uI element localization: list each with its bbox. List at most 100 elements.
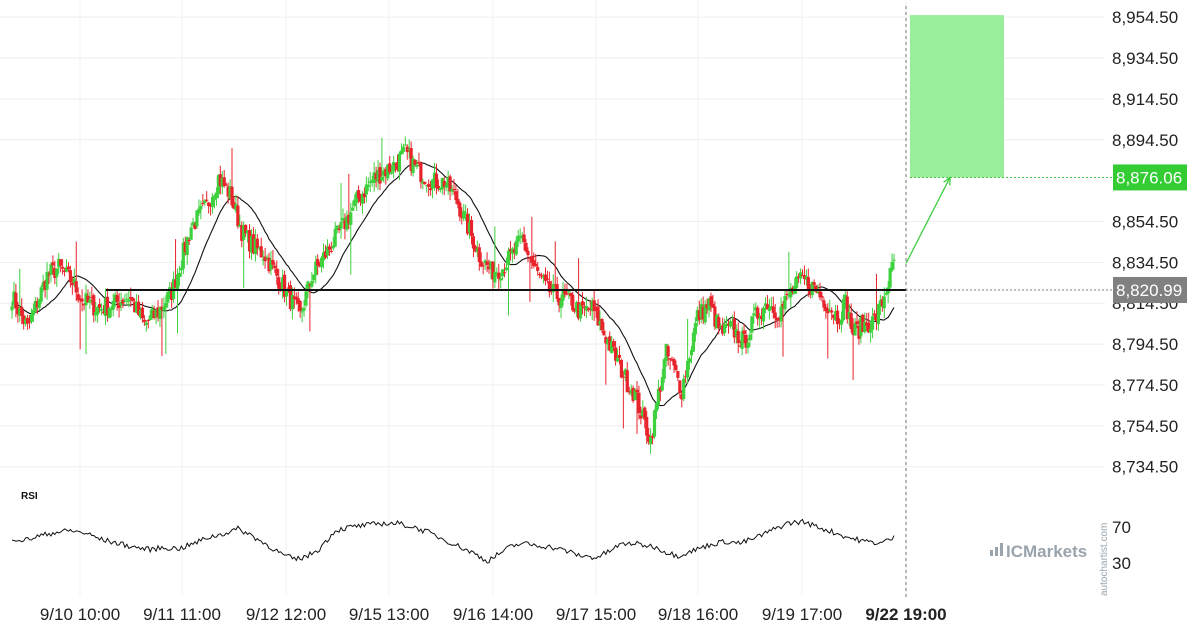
candle-body (10, 306, 14, 311)
candle-body (687, 358, 692, 363)
candle-body (767, 307, 771, 312)
candle-body (466, 213, 470, 234)
candle (224, 182, 228, 187)
logo-bar-icon (1000, 543, 1003, 556)
candle (627, 386, 631, 395)
candle-body (195, 210, 199, 227)
candle (479, 252, 483, 268)
candle (654, 401, 659, 420)
candle (491, 261, 495, 289)
candle (423, 181, 427, 185)
candle-body (238, 224, 242, 227)
candle (689, 345, 694, 364)
candle (57, 253, 61, 274)
candle-body (798, 272, 803, 279)
rsi-label: RSI (21, 491, 38, 502)
candle (207, 201, 211, 214)
candle (397, 151, 402, 181)
candle-body (483, 260, 487, 264)
candle-body (51, 262, 55, 266)
candle (837, 318, 842, 330)
candle-body (201, 203, 205, 205)
candle-body (279, 287, 283, 291)
candle (701, 296, 705, 325)
candle-body (101, 311, 106, 314)
candle-body (526, 250, 530, 256)
candle (818, 282, 822, 301)
candle-body (113, 294, 117, 303)
y-tick-label: 8,754.50 (1112, 417, 1178, 436)
candle-body (783, 295, 787, 310)
candle (617, 345, 622, 365)
candle-body (388, 163, 392, 173)
candle-body (555, 284, 559, 299)
candle-body (49, 264, 53, 275)
candle (33, 296, 37, 313)
candle-body (29, 314, 34, 322)
candle (495, 267, 499, 277)
candle-body (723, 324, 727, 333)
candle-body (487, 266, 491, 270)
candle-body (267, 257, 271, 272)
candle (608, 331, 612, 352)
candle (594, 305, 598, 318)
candle-body (253, 238, 257, 254)
rsi-line (11, 518, 895, 564)
candle-body (580, 301, 585, 306)
candle (855, 311, 859, 329)
candle-body (88, 299, 92, 303)
candle (384, 166, 388, 185)
candle (812, 279, 816, 290)
candle (596, 299, 600, 327)
candle-body (576, 302, 581, 319)
candle (98, 298, 102, 313)
candle-body (473, 246, 477, 252)
candle (820, 292, 824, 302)
candle (728, 319, 733, 329)
candle (724, 315, 729, 328)
candle (92, 293, 96, 323)
y-tick-label: 8,894.50 (1112, 131, 1178, 150)
candle-body (249, 236, 254, 253)
candle-body (191, 222, 195, 226)
candle-body (133, 301, 137, 313)
candle (532, 252, 536, 269)
candle-body (37, 299, 41, 308)
candle-body (691, 332, 696, 352)
candle (668, 357, 672, 370)
candle (55, 268, 59, 287)
candle-body (415, 164, 419, 167)
candle (378, 162, 382, 191)
candle-body (170, 290, 174, 300)
candle (730, 314, 734, 330)
candle (96, 305, 100, 323)
candle-body (43, 281, 47, 291)
y-tick-label: 8,834.50 (1112, 253, 1178, 272)
candle-body (785, 293, 789, 295)
candle (265, 254, 269, 260)
candle (103, 288, 108, 326)
candle-body (236, 205, 240, 227)
candle (748, 330, 752, 347)
candle-body (362, 193, 367, 198)
candle (105, 288, 110, 322)
candle (890, 253, 894, 273)
candle-body (610, 341, 614, 354)
candle-body (695, 310, 699, 322)
candle (869, 320, 873, 343)
candle-body (84, 293, 88, 306)
candle-body (812, 282, 816, 285)
candle (366, 177, 370, 192)
candle-body (395, 162, 400, 170)
candle-body (135, 302, 139, 313)
candle (368, 171, 372, 193)
candle-body (680, 394, 684, 400)
candle-body (378, 167, 382, 184)
candle-body (658, 387, 662, 392)
candle-body (127, 299, 131, 302)
candle-body (407, 149, 411, 151)
candle-body (569, 292, 573, 297)
candle-body (210, 197, 215, 207)
candle-body (121, 299, 125, 304)
candle (824, 303, 828, 319)
